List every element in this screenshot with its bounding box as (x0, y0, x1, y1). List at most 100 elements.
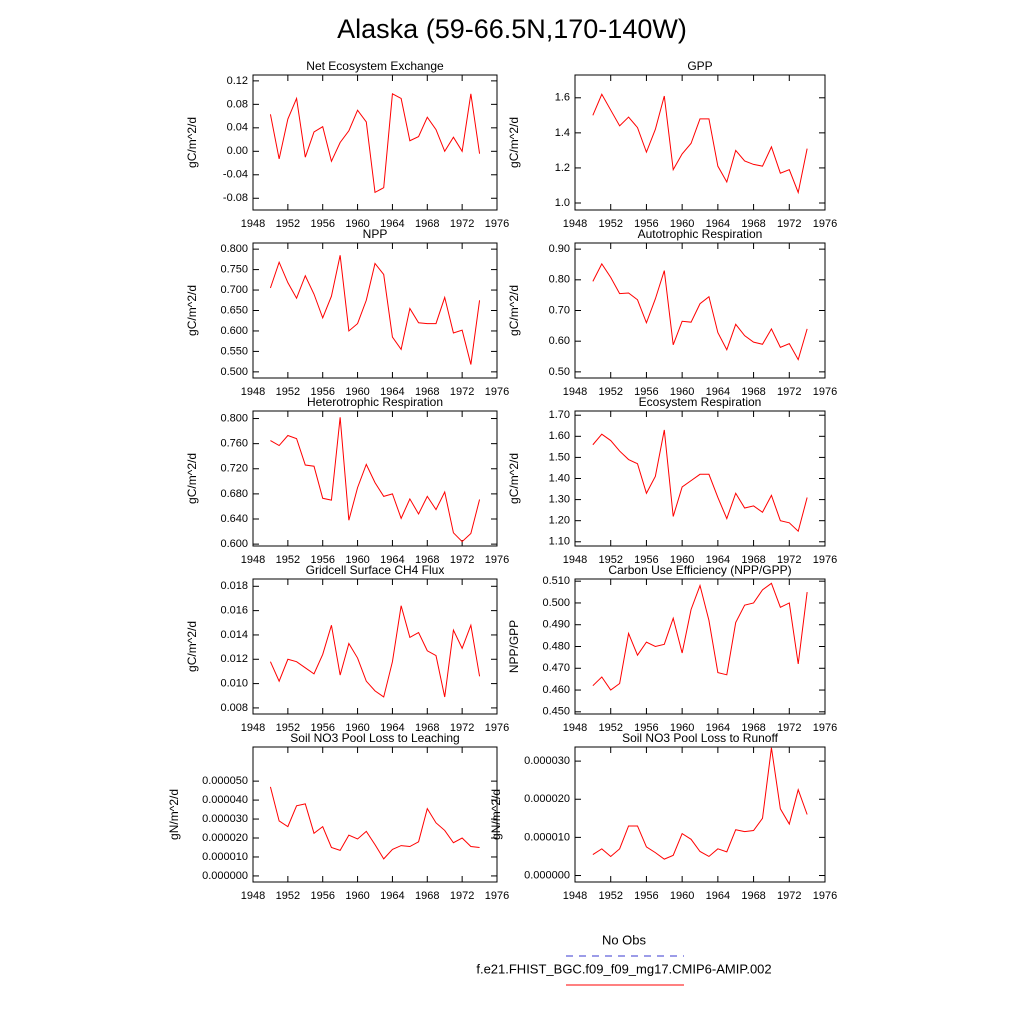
y-axis-label: gC/m^2/d (507, 285, 521, 336)
x-tick-label: 1964 (706, 890, 730, 902)
x-tick-label: 1948 (241, 890, 265, 902)
y-tick-label: 0.000030 (524, 755, 570, 767)
x-tick-label: 1964 (706, 218, 730, 230)
x-tick-label: 1948 (241, 722, 265, 734)
x-tick-label: 1976 (485, 890, 509, 902)
x-tick-label: 1972 (777, 890, 801, 902)
panel-title: Ecosystem Respiration (639, 395, 762, 409)
x-tick-label: 1968 (415, 554, 439, 566)
x-tick-label: 1968 (415, 890, 439, 902)
y-tick-label: 0.550 (220, 345, 248, 357)
y-tick-label: 0.70 (549, 304, 570, 316)
legend-label: f.e21.FHIST_BGC.f09_f09_mg17.CMIP6-AMIP.… (476, 961, 771, 976)
x-tick-label: 1976 (485, 218, 509, 230)
data-line (592, 262, 808, 361)
x-tick-label: 1960 (345, 554, 369, 566)
x-tick-label: 1964 (706, 554, 730, 566)
y-tick-label: 0.000040 (202, 794, 248, 806)
legend-label: No Obs (602, 932, 647, 947)
y-tick-label: 0.680 (220, 488, 248, 500)
x-tick-label: 1964 (380, 218, 404, 230)
data-line (269, 255, 481, 365)
x-tick-label: 1972 (450, 218, 474, 230)
x-tick-label: 1960 (345, 386, 369, 398)
x-tick-label: 1952 (276, 386, 300, 398)
x-tick-label: 1976 (485, 386, 509, 398)
x-tick-label: 1952 (598, 386, 622, 398)
y-tick-label: -0.08 (223, 192, 248, 204)
x-tick-label: 1948 (563, 890, 587, 902)
y-tick-label: 1.50 (549, 451, 570, 463)
y-tick-label: 0.510 (542, 575, 570, 587)
y-tick-label: 0.014 (220, 629, 248, 641)
panel: Gridcell Surface CH4 Flux gC/m^2/d 1948 195… (185, 563, 509, 734)
panel-title: Autotrophic Respiration (638, 227, 763, 241)
y-tick-label: 0.720 (220, 463, 248, 475)
y-tick-label: 1.60 (549, 430, 570, 442)
x-tick-label: 1968 (415, 218, 439, 230)
data-line (270, 417, 481, 543)
y-tick-label: 0.000050 (202, 775, 248, 787)
y-tick-label: 0.000020 (524, 793, 570, 805)
x-tick-label: 1952 (276, 218, 300, 230)
x-tick-label: 1960 (670, 722, 694, 734)
x-tick-label: 1968 (415, 722, 439, 734)
x-tick-label: 1956 (634, 386, 658, 398)
x-tick-label: 1948 (563, 218, 587, 230)
data-line (592, 93, 808, 195)
y-axis-label: gC/m^2/d (507, 453, 521, 504)
y-tick-label: 0.490 (542, 619, 570, 631)
y-tick-label: 0.460 (542, 684, 570, 696)
plot-frame (574, 578, 826, 715)
data-line (592, 582, 808, 691)
panel: NPP gC/m^2/d 1948 1952 1956 1960 1964 1968 1972 1… (185, 227, 509, 398)
x-tick-label: 1956 (634, 218, 658, 230)
x-tick-label: 1964 (706, 386, 730, 398)
x-tick-label: 1948 (563, 386, 587, 398)
panel-title: NPP (363, 227, 388, 241)
data-line (592, 747, 808, 860)
panel-title: Soil NO3 Pool Loss to Leaching (290, 731, 459, 745)
y-axis-label: gC/m^2/d (507, 117, 521, 168)
y-tick-label: -0.04 (223, 169, 248, 181)
y-tick-label: 1.20 (549, 515, 570, 527)
plot-frame (574, 74, 826, 211)
x-tick-label: 1960 (670, 218, 694, 230)
y-tick-label: 1.10 (549, 536, 570, 548)
y-axis-label: gC/m^2/d (185, 621, 199, 672)
x-tick-label: 1948 (563, 722, 587, 734)
x-tick-label: 1956 (310, 890, 334, 902)
x-tick-label: 1956 (634, 722, 658, 734)
x-tick-label: 1956 (634, 890, 658, 902)
x-tick-label: 1968 (741, 722, 765, 734)
y-tick-label: 0.800 (220, 412, 248, 424)
y-tick-label: 0.50 (549, 366, 570, 378)
x-tick-label: 1964 (380, 890, 404, 902)
x-tick-label: 1976 (813, 890, 837, 902)
panel: Net Ecosystem Exchange gC/m^2/d 1948 1952 19… (185, 59, 509, 230)
y-tick-label: 0.000020 (202, 832, 248, 844)
x-tick-label: 1948 (563, 554, 587, 566)
x-tick-label: 1948 (241, 554, 265, 566)
x-tick-label: 1952 (276, 890, 300, 902)
y-tick-label: 0.012 (220, 653, 248, 665)
x-tick-label: 1972 (777, 218, 801, 230)
panel: Autotrophic Respiration gC/m^2/d 1948 1952 1… (507, 227, 837, 398)
panel-title: Net Ecosystem Exchange (306, 59, 444, 73)
panel-title: Soil NO3 Pool Loss to Runoff (622, 731, 779, 745)
x-tick-label: 1952 (276, 722, 300, 734)
panel: Carbon Use Efficiency (NPP/GPP) NPP/GPP 19… (507, 563, 837, 734)
y-axis-label: gC/m^2/d (185, 117, 199, 168)
y-tick-label: 0.000010 (524, 831, 570, 843)
x-tick-label: 1952 (598, 218, 622, 230)
x-tick-label: 1976 (485, 722, 509, 734)
x-tick-label: 1960 (670, 890, 694, 902)
data-line (592, 429, 808, 533)
y-tick-label: 0.60 (549, 335, 570, 347)
y-tick-label: 0.470 (542, 662, 570, 674)
x-tick-label: 1972 (450, 554, 474, 566)
plot-frame (574, 746, 826, 883)
plot-frame (252, 74, 498, 211)
panel: Ecosystem Respiration gC/m^2/d 1948 1952 195… (507, 395, 837, 566)
